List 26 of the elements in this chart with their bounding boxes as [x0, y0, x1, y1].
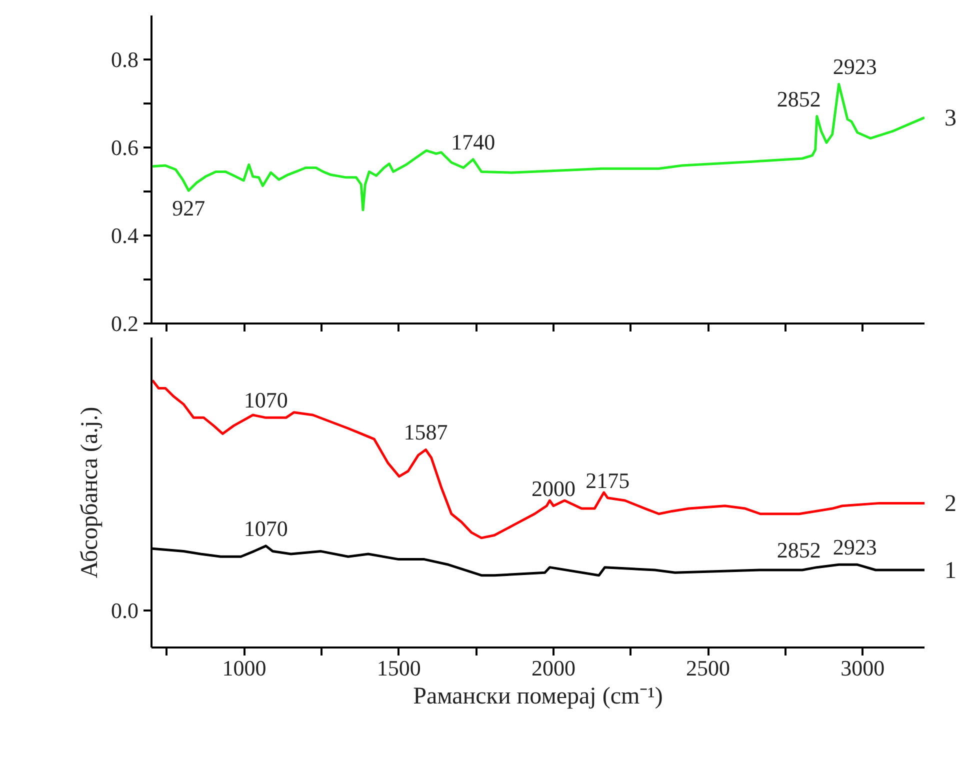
annotation: 2923: [832, 54, 877, 80]
x-tick-label: 1000: [222, 656, 266, 680]
y-tick-label: 0.2: [111, 311, 138, 336]
annotation: 1070: [244, 388, 288, 413]
x-tick-label: 2500: [686, 656, 730, 680]
text: 0.0: [111, 598, 138, 623]
annotation: 2175: [586, 468, 630, 493]
x-axis-title: Рамански померај (cm⁻¹): [413, 684, 663, 710]
series-label: 1: [944, 558, 956, 584]
x-tick-label: 2000: [531, 656, 576, 680]
y-tick-label: 0.4: [111, 223, 138, 248]
x-tick-label: 1500: [376, 656, 421, 680]
annotation: 1587: [404, 420, 448, 445]
annotation: 2923: [832, 534, 877, 560]
series-label: 3: [944, 106, 956, 132]
annotation: 2852: [776, 86, 821, 112]
x-tick-label: 3000: [840, 656, 885, 680]
y-axis-title: Абсорбанса (a.j.): [77, 406, 103, 578]
annotation: 927: [172, 196, 206, 221]
annotation: 1740: [451, 129, 496, 154]
y-tick-label: 0.8: [111, 47, 138, 72]
annotation: 2852: [776, 537, 821, 562]
series-label: 2: [944, 491, 956, 518]
y-tick-label: 0.6: [111, 135, 138, 160]
annotation: 1070: [244, 516, 288, 541]
annotation: 2000: [531, 476, 576, 501]
